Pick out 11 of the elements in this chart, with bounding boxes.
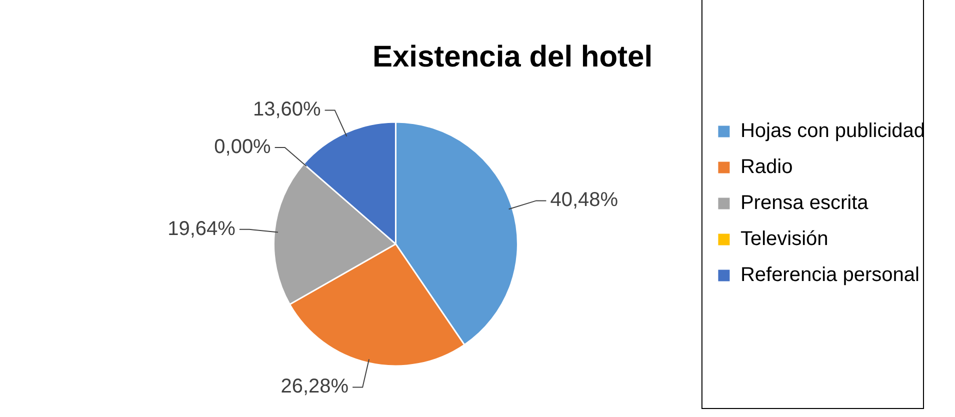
data-label: 26,28%	[280, 376, 349, 398]
legend-label: Hojas con publicidad	[740, 120, 925, 142]
data-label: 19,64%	[168, 218, 236, 240]
legend-label: Televisión	[740, 228, 828, 250]
legend-label: Referencia personal	[740, 264, 920, 286]
data-label: 40,48%	[550, 189, 618, 212]
legend-label: Prensa escrita	[740, 192, 870, 214]
data-label: 13,60%	[252, 98, 322, 121]
text: Existencia del hotel	[372, 40, 653, 74]
text: 0,00%	[214, 136, 271, 158]
legend-label: Radio	[740, 156, 793, 178]
